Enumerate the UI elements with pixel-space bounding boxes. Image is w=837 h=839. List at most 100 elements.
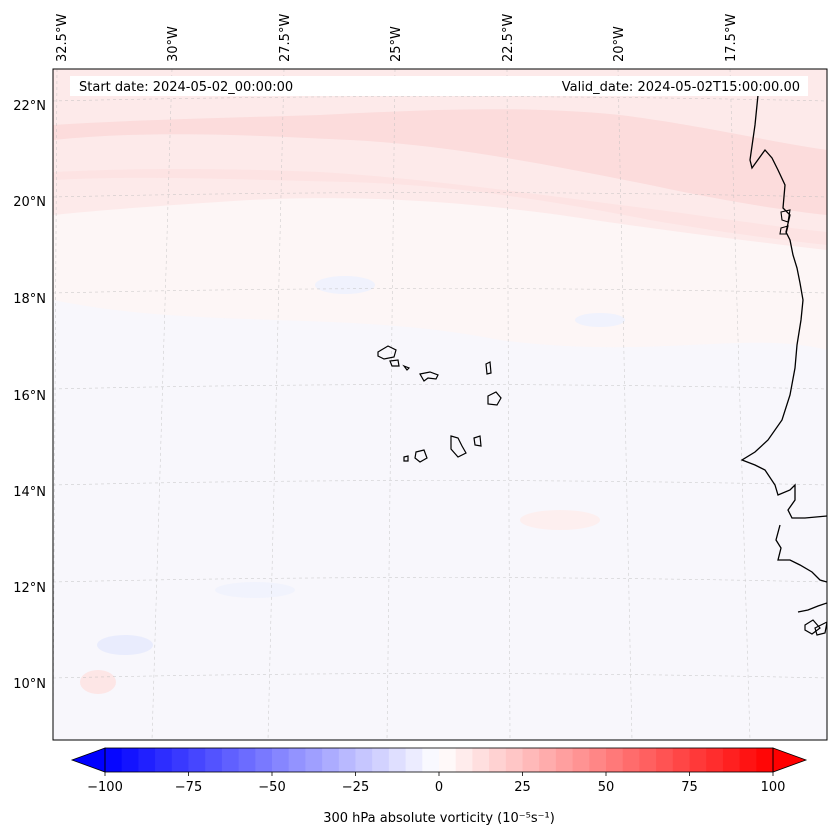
colorbar-low-extension <box>70 747 106 773</box>
island-santa-luzia <box>402 364 411 371</box>
colorbar-cell <box>622 748 640 772</box>
colorbar-cells <box>105 748 774 772</box>
island-fogo <box>414 449 428 463</box>
africa-coastline <box>797 602 827 613</box>
colorbar-cell <box>405 748 423 772</box>
colorbar-tick-label: 25 <box>514 780 531 795</box>
latitude-labels: 22°N 20°N 18°N 16°N 14°N 12°N 10°N <box>13 99 46 692</box>
colorbar-cell <box>572 748 590 772</box>
lat-label: 20°N <box>13 195 46 210</box>
start-date-label: Start date: 2024-05-02_00:00:00 <box>79 80 293 95</box>
colorbar-cell <box>505 748 523 772</box>
colorbar-cell <box>555 748 574 772</box>
colorbar-cell <box>171 748 189 772</box>
colorbar-tick-label: −25 <box>342 780 369 795</box>
africa-coastline <box>740 94 827 519</box>
lon-label: 22.5°W <box>501 14 516 62</box>
colorbar-cell <box>272 748 290 772</box>
colorbar-cell <box>205 748 223 772</box>
colorbar-title: 300 hPa absolute vorticity (10⁻⁵s⁻¹) <box>323 811 555 826</box>
colorbar-cell <box>121 748 139 772</box>
colorbar-cell <box>372 748 390 772</box>
colorbar-cell <box>722 748 741 772</box>
lat-label: 18°N <box>13 292 46 307</box>
lon-label: 17.5°W <box>724 14 739 62</box>
colorbar-cell <box>305 748 323 772</box>
colorbar-cell <box>706 748 724 772</box>
island-boa-vista <box>487 391 502 406</box>
colorbar-cell <box>255 748 273 772</box>
colorbar-tick-label: 100 <box>761 780 786 795</box>
header-box <box>70 76 808 96</box>
lat-label: 12°N <box>13 581 46 596</box>
vorticity-negative-patch <box>315 276 375 294</box>
colorbar-cell <box>639 748 657 772</box>
colorbar-cell <box>689 748 707 772</box>
colorbar-tick-label: 50 <box>598 780 615 795</box>
cape-verde-islands <box>377 345 502 463</box>
island-santo-antao <box>377 345 397 360</box>
lon-label: 27.5°W <box>278 14 293 62</box>
island-maio <box>473 435 482 447</box>
vorticity-positive-band <box>53 69 827 250</box>
colorbar-cell <box>338 748 356 772</box>
map-frame <box>52 68 828 741</box>
colorbar-cell <box>756 748 774 772</box>
colorbar-cell <box>672 748 690 772</box>
colorbar-tick-label: 75 <box>681 780 698 795</box>
lon-label: 32.5°W <box>55 14 70 62</box>
colorbar-cell <box>489 748 507 772</box>
island-sao-nicolau <box>419 371 439 382</box>
vorticity-positive-core <box>53 109 827 215</box>
colorbar-cell <box>439 748 457 772</box>
colorbar: −100 −75 −50 −25 0 25 50 75 100 300 hPa absolute… <box>70 747 808 826</box>
longitude-labels: 32.5°W 30°W 27.5°W 25°W 22.5°W 20°W 17.5… <box>55 14 739 62</box>
vorticity-positive-patch <box>520 510 600 530</box>
lat-label: 16°N <box>13 389 46 404</box>
colorbar-cell <box>155 748 173 772</box>
colorbar-cell <box>188 748 206 772</box>
lat-label: 22°N <box>13 99 46 114</box>
colorbar-cell <box>589 748 607 772</box>
colorbar-tick-label: −75 <box>175 780 202 795</box>
colorbar-tick-label: −50 <box>258 780 285 795</box>
colorbar-cell <box>322 748 340 772</box>
colorbar-cell <box>606 748 624 772</box>
vorticity-negative-patch <box>97 635 153 655</box>
colorbar-cell <box>656 748 674 772</box>
colorbar-cell <box>288 748 306 772</box>
colorbar-cell <box>522 748 540 772</box>
map-panel <box>53 69 827 740</box>
island-santiago <box>450 435 467 458</box>
colorbar-cell <box>472 748 490 772</box>
africa-island <box>779 209 791 235</box>
valid-date-label: Valid_date: 2024-05-02T15:00:00.00 <box>562 80 800 95</box>
colorbar-cell <box>455 748 473 772</box>
colorbar-cell <box>105 748 123 772</box>
island-brava <box>403 455 409 462</box>
colorbar-high-extension <box>772 747 808 773</box>
lon-label: 25°W <box>389 26 404 62</box>
colorbar-ticks: −100 −75 −50 −25 0 25 50 75 100 <box>87 772 785 795</box>
island-sal <box>485 361 492 375</box>
vorticity-negative-patch <box>575 313 625 327</box>
vorticity-negative-area <box>53 300 827 740</box>
lat-label: 14°N <box>13 485 46 500</box>
colorbar-cell <box>238 748 256 772</box>
colorbar-cell <box>739 748 757 772</box>
vorticity-positive-patch <box>80 670 116 694</box>
africa-coastline <box>804 619 827 636</box>
colorbar-cell <box>539 748 557 772</box>
lon-label: 30°W <box>166 26 181 62</box>
vorticity-negative-patch <box>215 582 295 598</box>
colorbar-cell <box>221 748 240 772</box>
colorbar-tick-label: −100 <box>87 780 123 795</box>
island-sao-vicente <box>389 359 400 367</box>
lat-label: 10°N <box>13 677 46 692</box>
colorbar-cell <box>388 748 407 772</box>
lon-label: 20°W <box>612 26 627 62</box>
africa-coastline <box>775 524 827 583</box>
vorticity-positive-strip <box>53 169 827 245</box>
colorbar-tick-label: 0 <box>435 780 443 795</box>
